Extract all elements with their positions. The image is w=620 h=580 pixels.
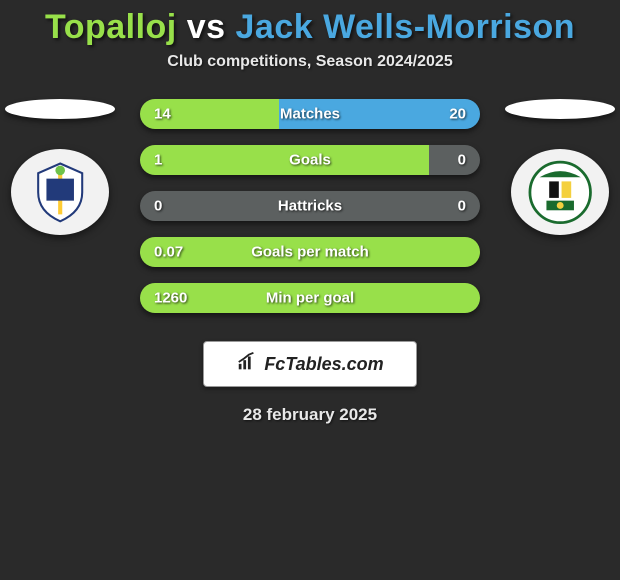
stat-bar: Goals per match 0.07 <box>140 237 480 267</box>
subtitle: Club competitions, Season 2024/2025 <box>0 53 620 71</box>
crest-icon <box>21 158 99 227</box>
stat-label: Goals per match <box>251 244 369 261</box>
stat-value-left: 1260 <box>154 290 187 307</box>
page-title: Topalloj vs Jack Wells-Morrison <box>0 0 620 53</box>
stat-value-right: 20 <box>449 106 466 123</box>
brand-text: FcTables.com <box>264 354 383 375</box>
chart-icon <box>236 351 258 378</box>
player2-flag <box>505 99 615 119</box>
stat-value-left: 0.07 <box>154 244 183 261</box>
stat-value-left: 1 <box>154 152 162 169</box>
stat-value-right: 0 <box>458 152 466 169</box>
player2-badges <box>500 99 620 235</box>
footer-date: 28 february 2025 <box>0 405 620 425</box>
stat-label: Min per goal <box>266 290 354 307</box>
stat-label: Goals <box>289 152 331 169</box>
stat-bar: Matches 14 20 <box>140 99 480 129</box>
stat-bars: Matches 14 20 Goals 1 0 Hattricks 0 0 Goals per m… <box>140 99 480 313</box>
vs-separator: vs <box>187 8 226 46</box>
stat-value-left: 14 <box>154 106 171 123</box>
stat-bar: Min per goal 1260 <box>140 283 480 313</box>
player1-crest <box>11 149 109 235</box>
player2-name: Jack Wells-Morrison <box>236 8 576 46</box>
player2-crest <box>511 149 609 235</box>
stat-label: Hattricks <box>278 198 342 215</box>
stat-value-right: 0 <box>458 198 466 215</box>
stat-bar: Goals 1 0 <box>140 145 480 175</box>
stat-bar: Hattricks 0 0 <box>140 191 480 221</box>
crest-icon <box>521 158 599 227</box>
stat-value-left: 0 <box>154 198 162 215</box>
player1-flag <box>5 99 115 119</box>
brand-badge: FcTables.com <box>203 341 417 387</box>
comparison-content: Matches 14 20 Goals 1 0 Hattricks 0 0 Goals per m… <box>0 99 620 313</box>
player1-badges <box>0 99 120 235</box>
player1-name: Topalloj <box>45 8 177 46</box>
stat-label: Matches <box>280 106 340 123</box>
